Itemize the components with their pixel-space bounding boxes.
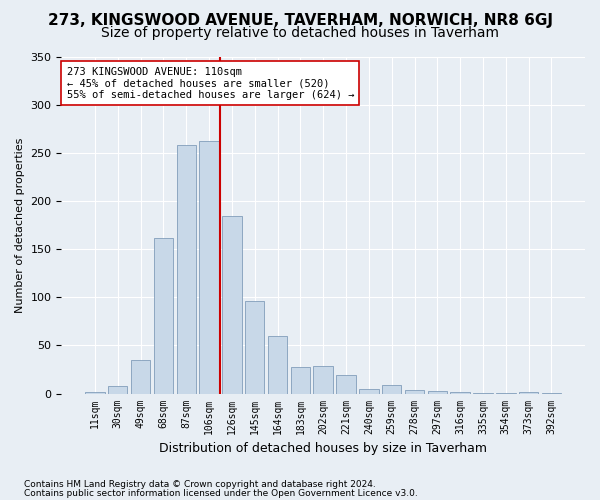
Y-axis label: Number of detached properties: Number of detached properties <box>15 138 25 312</box>
Bar <box>313 366 333 394</box>
Bar <box>154 238 173 394</box>
Bar <box>131 360 150 394</box>
Bar <box>85 392 104 394</box>
Bar <box>473 392 493 394</box>
Bar <box>519 392 538 394</box>
Text: Contains HM Land Registry data © Crown copyright and database right 2024.: Contains HM Land Registry data © Crown c… <box>24 480 376 489</box>
Bar <box>268 336 287 394</box>
Bar <box>428 390 447 394</box>
Bar <box>405 390 424 394</box>
Bar <box>222 216 242 394</box>
Bar <box>176 145 196 394</box>
Text: 273, KINGSWOOD AVENUE, TAVERHAM, NORWICH, NR8 6GJ: 273, KINGSWOOD AVENUE, TAVERHAM, NORWICH… <box>47 12 553 28</box>
X-axis label: Distribution of detached houses by size in Taverham: Distribution of detached houses by size … <box>159 442 487 455</box>
Bar <box>199 141 219 394</box>
Text: Contains public sector information licensed under the Open Government Licence v3: Contains public sector information licen… <box>24 488 418 498</box>
Bar <box>359 388 379 394</box>
Text: 273 KINGSWOOD AVENUE: 110sqm
← 45% of detached houses are smaller (520)
55% of s: 273 KINGSWOOD AVENUE: 110sqm ← 45% of de… <box>67 66 354 100</box>
Bar <box>337 376 356 394</box>
Bar <box>382 385 401 394</box>
Bar <box>542 392 561 394</box>
Bar <box>451 392 470 394</box>
Bar <box>108 386 127 394</box>
Text: Size of property relative to detached houses in Taverham: Size of property relative to detached ho… <box>101 26 499 40</box>
Bar <box>496 392 515 394</box>
Bar <box>290 366 310 394</box>
Bar <box>245 301 265 394</box>
